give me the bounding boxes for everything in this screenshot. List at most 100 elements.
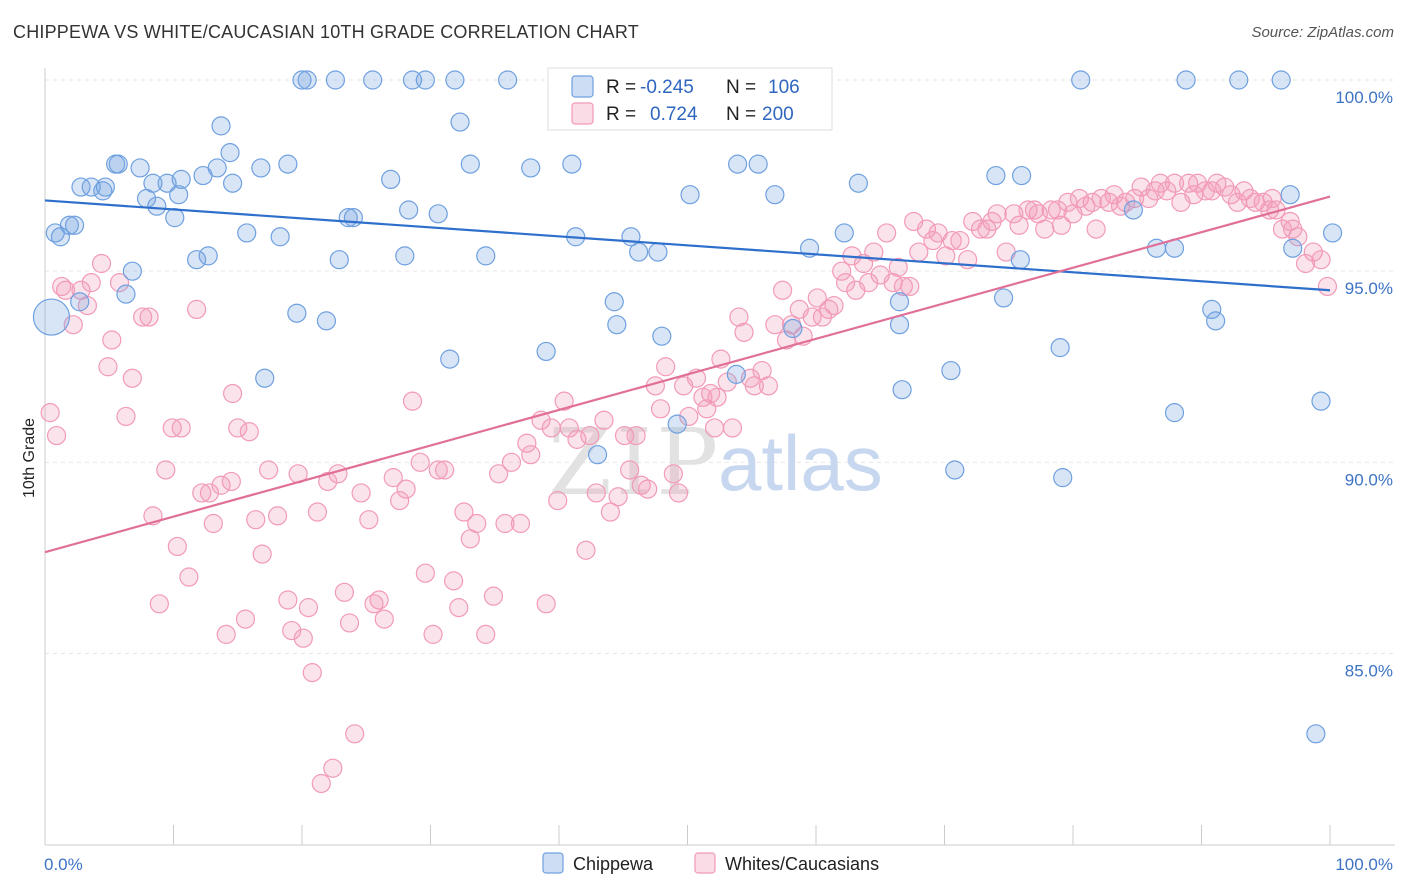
whites-point-128	[819, 299, 839, 319]
whites-point-131	[835, 273, 856, 293]
chippewa-point-19	[165, 208, 185, 228]
chippewa-point-82	[945, 460, 965, 480]
whites-point-21	[171, 418, 191, 438]
chippewa-point-13	[122, 261, 142, 281]
chippewa-point-94	[1176, 70, 1196, 90]
whites-point-59	[396, 479, 416, 499]
whites-point-47	[323, 758, 343, 778]
whites-point-179	[1131, 177, 1151, 197]
whites-point-51	[345, 724, 365, 744]
chippewa-trend-line	[44, 199, 1331, 292]
whites-point-164	[1041, 200, 1061, 220]
chippewa-point-4	[64, 215, 85, 235]
x-tick-label-0: 0.0%	[44, 855, 83, 874]
whites-point-129	[824, 295, 844, 316]
whites-point-8	[91, 253, 112, 274]
chippewa-point-56	[536, 341, 556, 362]
whites-point-72	[483, 586, 504, 606]
chippewa-point-41	[343, 208, 363, 228]
whites-point-166	[1051, 215, 1072, 235]
y-tick-label-1: 90.0%	[1345, 470, 1393, 489]
legend-r-value-whites: 0.724	[650, 104, 698, 125]
series-chippewa	[32, 70, 1343, 744]
chippewa-point-102	[1311, 391, 1331, 411]
chippewa-point-21	[171, 169, 191, 190]
whites-point-156	[987, 204, 1007, 224]
whites-point-33	[239, 422, 259, 442]
whites-point-140	[888, 257, 908, 277]
chippewa-point-20	[169, 185, 189, 205]
watermark: ZIP atlas	[548, 409, 883, 516]
chippewa-point-71	[728, 154, 748, 174]
legend-r-value-chippewa: -0.245	[640, 77, 694, 98]
chippewa-point-7	[81, 177, 101, 197]
chippewa-point-12	[116, 284, 136, 304]
whites-point-163	[1035, 219, 1055, 239]
whites-point-93	[620, 460, 640, 480]
chippewa-point-80	[892, 380, 912, 400]
whites-point-80	[536, 594, 556, 614]
y-axis-label: 10th Grade	[21, 418, 38, 498]
whites-point-85	[567, 429, 587, 449]
whites-point-135	[859, 273, 879, 293]
chippewa-point-68	[680, 185, 700, 205]
whites-point-112	[722, 418, 743, 438]
chippewa-point-49	[440, 349, 460, 369]
chippewa-point-53	[476, 246, 496, 266]
chippewa-point-81	[941, 360, 961, 381]
chippewa-point-86	[1011, 165, 1032, 186]
chippewa-point-29	[237, 223, 257, 243]
chippewa-point-36	[297, 70, 317, 90]
whites-point-71	[476, 624, 496, 644]
legend-r-label-chippewa: R =	[606, 77, 636, 98]
whites-point-92	[614, 425, 635, 446]
whites-point-87	[580, 425, 600, 446]
chippewa-point-100	[1283, 238, 1303, 258]
source-label: Source: ZipAtlas.com	[1251, 24, 1394, 41]
legend-r-label-whites: R =	[606, 104, 636, 125]
whites-point-88	[586, 483, 606, 503]
chippewa-point-38	[325, 70, 346, 90]
chippewa-point-61	[607, 315, 627, 335]
chippewa-point-99	[1280, 185, 1300, 205]
whites-point-20	[167, 536, 187, 557]
axes	[44, 68, 1395, 846]
whites-point-113	[729, 307, 749, 327]
whites-point-192	[1215, 177, 1235, 197]
series-whites-caucasians	[40, 173, 1338, 794]
whites-point-119	[765, 315, 785, 335]
whites-point-1	[46, 425, 67, 446]
whites-point-84	[559, 418, 579, 438]
chippewa-point-89	[1071, 70, 1091, 90]
whites-point-60	[402, 391, 423, 411]
whites-point-43	[302, 663, 322, 683]
whites-point-158	[1004, 204, 1024, 224]
chippewa-point-43	[381, 169, 401, 190]
whites-point-103	[679, 406, 699, 427]
legend-swatch-whites	[571, 102, 594, 125]
whites-point-53	[359, 510, 379, 530]
chippewa-point-45	[399, 200, 419, 220]
chippewa-point-11	[108, 154, 128, 174]
whites-point-127	[812, 307, 833, 327]
whites-point-38	[278, 590, 298, 610]
chippewa-point-35	[292, 70, 312, 90]
whites-point-0	[40, 403, 60, 423]
legend-top: R = -0.245 N = 106 R = 0.724 N = 200	[547, 67, 833, 131]
whites-point-29	[221, 471, 241, 492]
chippewa-point-37	[316, 311, 337, 331]
legend-n-value-chippewa: 106	[768, 77, 800, 98]
whites-point-66	[444, 571, 464, 591]
chippewa-point-24	[198, 246, 218, 266]
whites-point-65	[435, 460, 455, 480]
whites-point-64	[428, 460, 448, 480]
whites-point-202	[1280, 211, 1300, 232]
whites-point-118	[758, 376, 779, 396]
whites-point-32	[235, 609, 256, 629]
chart-title: CHIPPEWA VS WHITE/CAUCASIAN 10TH GRADE C…	[13, 22, 639, 42]
whites-point-15	[139, 307, 159, 327]
whites-point-130	[832, 261, 852, 281]
whites-point-153	[970, 219, 991, 239]
watermark-atlas: atlas	[718, 419, 883, 507]
